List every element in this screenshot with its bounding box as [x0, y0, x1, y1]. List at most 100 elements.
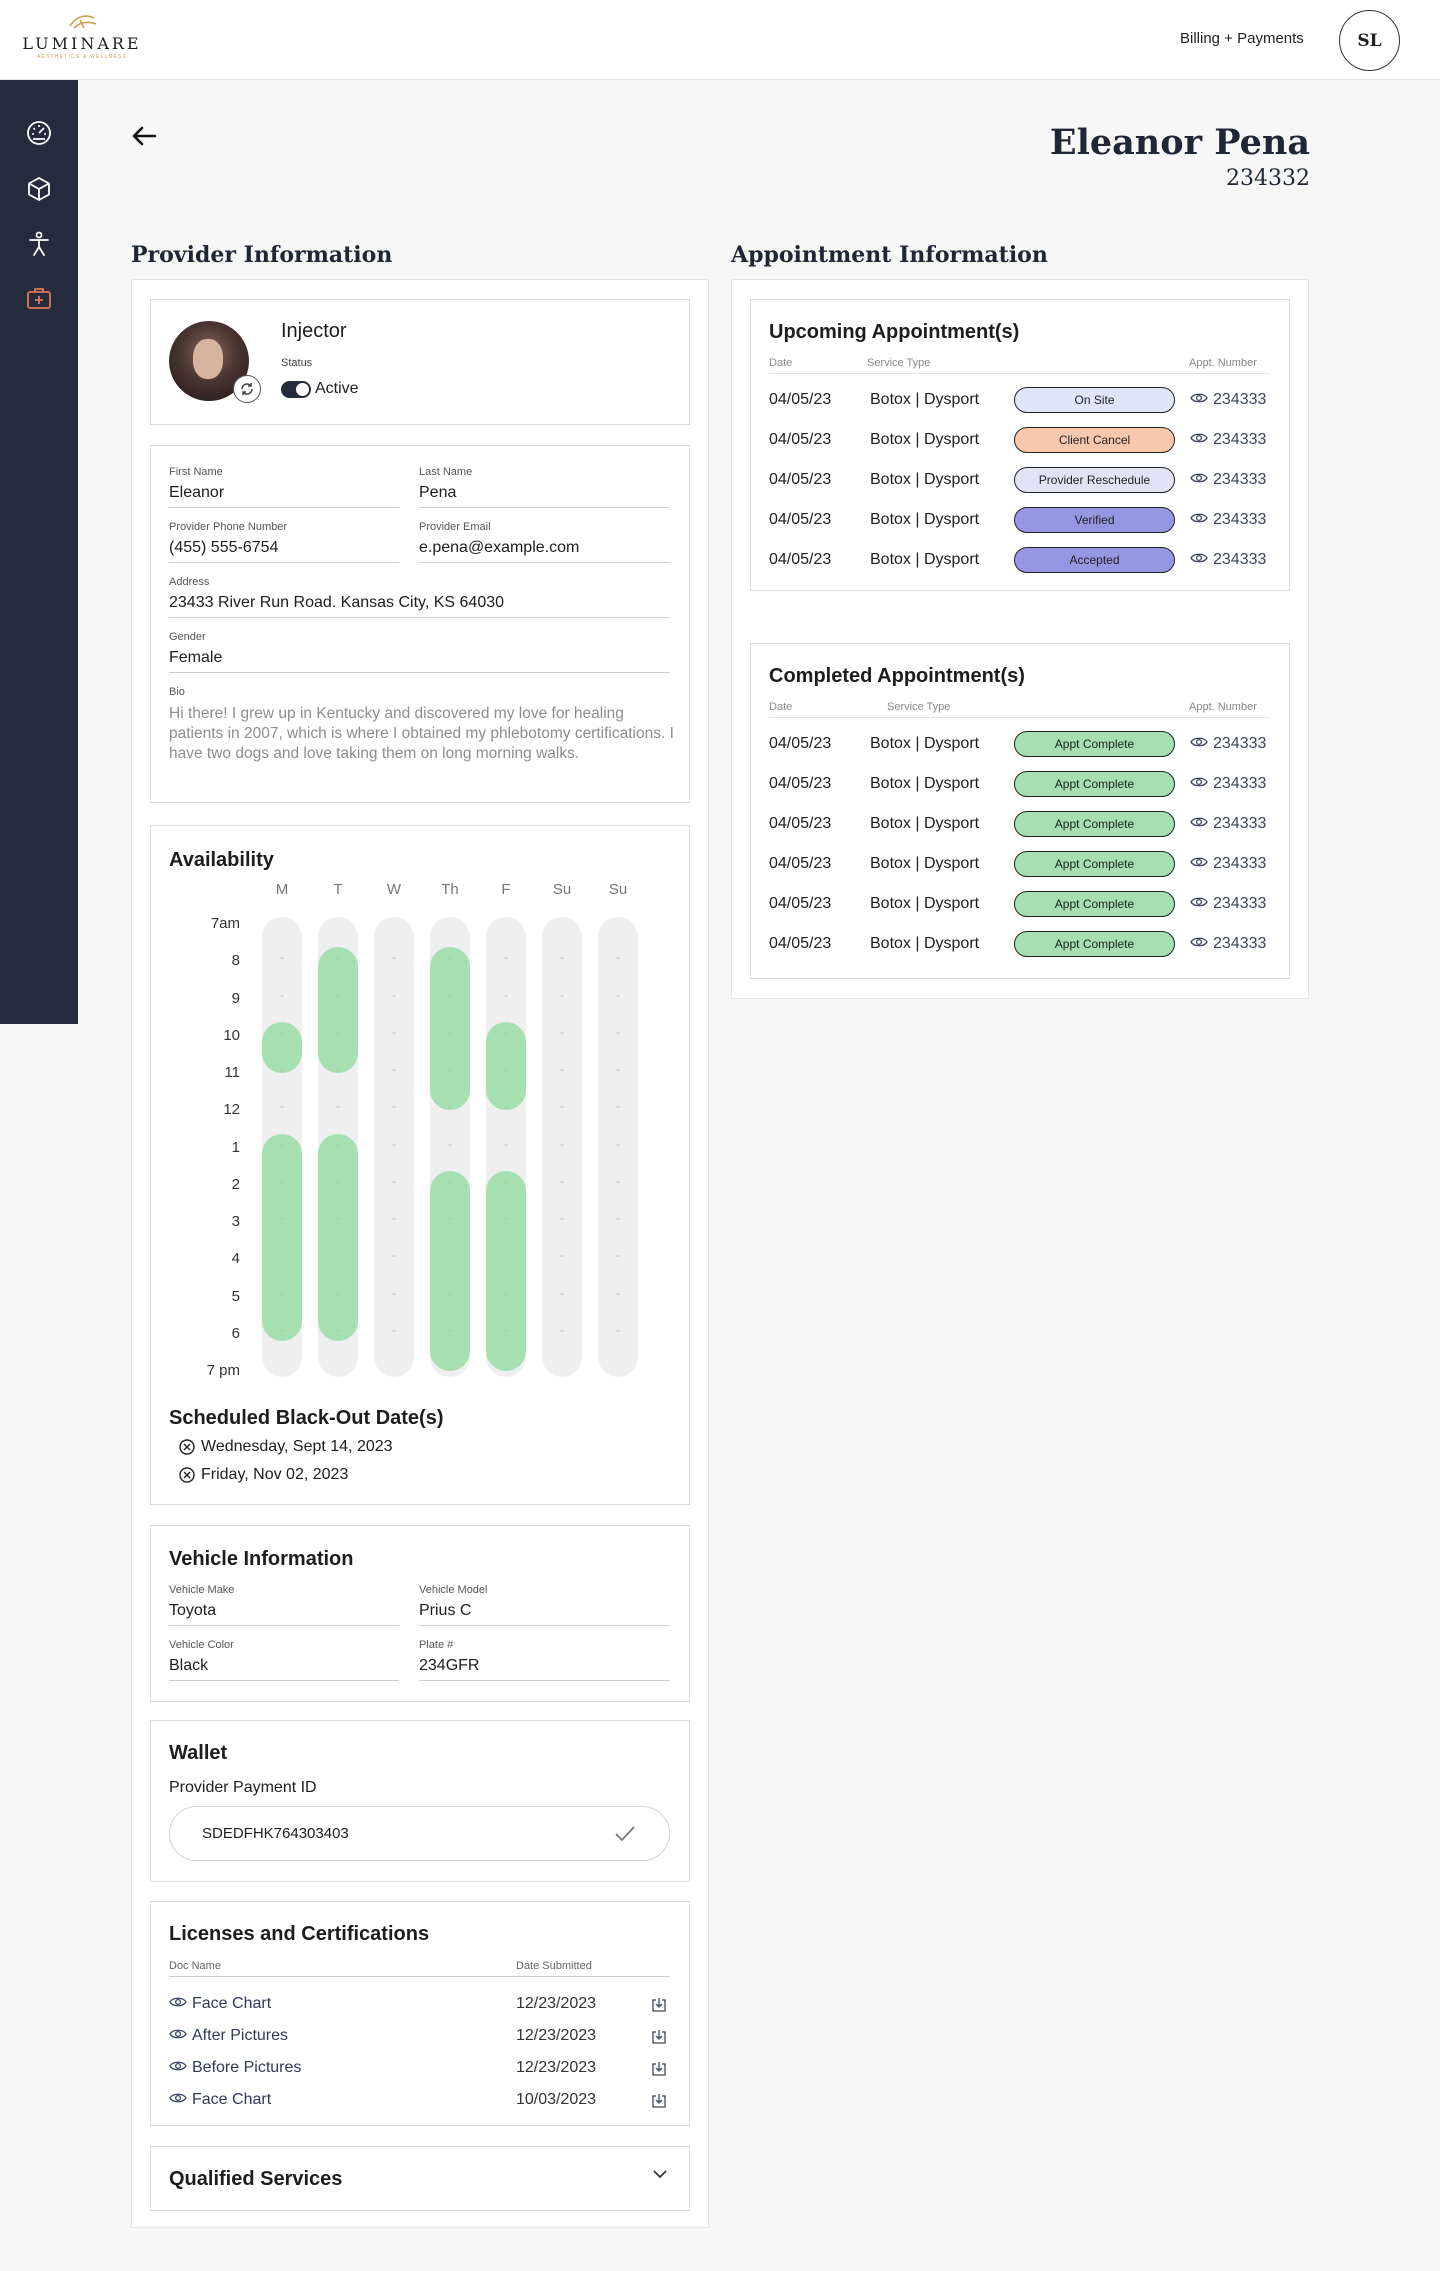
close-circle-icon[interactable] [179, 1467, 195, 1483]
appointment-number-link[interactable]: 234333 [1190, 775, 1266, 793]
appointment-number-link[interactable]: 234333 [1190, 895, 1266, 913]
availability-day-track[interactable]: - - - - - - - - - - - [486, 917, 526, 1377]
availability-block[interactable] [318, 947, 358, 1073]
availability-day-track[interactable]: - - - - - - - - - - - [598, 917, 638, 1377]
appointment-number-link[interactable]: 234333 [1190, 431, 1266, 449]
appointment-number-link[interactable]: 234333 [1190, 471, 1266, 489]
availability-block[interactable] [262, 1133, 302, 1342]
upcoming-number-header: Appt. Number [1189, 357, 1257, 369]
appointment-status-badge[interactable]: Appt Complete [1014, 891, 1175, 917]
payment-id-input[interactable]: SDEDFHK764303403 [169, 1806, 670, 1861]
appointment-status-badge[interactable]: Client Cancel [1014, 427, 1175, 453]
appointment-status-badge[interactable]: Provider Reschedule [1014, 467, 1175, 493]
user-avatar-button[interactable]: SL [1339, 10, 1400, 71]
availability-block[interactable] [430, 947, 470, 1111]
bio-field[interactable]: Hi there! I grew up in Kentucky and disc… [169, 705, 674, 762]
license-doc-link[interactable]: Face Chart [169, 1995, 271, 2013]
appointment-number-link[interactable]: 234333 [1190, 391, 1266, 409]
sync-icon[interactable] [233, 375, 261, 403]
vehicle-color-field[interactable]: Black [169, 1657, 209, 1674]
eye-icon[interactable] [1190, 511, 1208, 529]
back-arrow-icon[interactable] [128, 120, 160, 152]
chevron-down-icon[interactable] [651, 2168, 669, 2180]
download-icon[interactable] [650, 2028, 668, 2046]
eye-icon[interactable] [1190, 775, 1208, 793]
eye-icon[interactable] [169, 1995, 187, 2013]
last-name-field[interactable]: Pena [419, 484, 457, 501]
availability-block[interactable] [486, 1170, 526, 1371]
hour-slot-marker: - [280, 1324, 284, 1337]
eye-icon[interactable] [1190, 735, 1208, 753]
hour-slot-marker: - [560, 1175, 564, 1188]
appointment-service: Botox | Dysport [870, 735, 980, 752]
availability-block[interactable] [486, 1021, 526, 1111]
brand-logo[interactable]: LUMINARE AESTHETICS & WELLNESS [22, 12, 142, 68]
hour-slot-marker: - [448, 1287, 452, 1300]
eye-icon[interactable] [169, 2091, 187, 2109]
appointment-status-badge[interactable]: Accepted [1014, 547, 1175, 573]
hour-slot-marker: - [336, 1101, 340, 1114]
qualified-services-card[interactable] [150, 2146, 690, 2211]
appointment-number-link[interactable]: 234333 [1190, 735, 1266, 753]
eye-icon[interactable] [1190, 815, 1208, 833]
hour-slot-marker: - [560, 952, 564, 965]
availability-day-track[interactable]: - - - - - - - - - - - [430, 917, 470, 1377]
appointment-service: Botox | Dysport [870, 815, 980, 832]
eye-icon[interactable] [1190, 855, 1208, 873]
availability-day-track[interactable]: - - - - - - - - - - - [542, 917, 582, 1377]
appointment-number-link[interactable]: 234333 [1190, 511, 1266, 529]
address-field[interactable]: 23433 River Run Road. Kansas City, KS 64… [169, 594, 505, 611]
close-circle-icon[interactable] [179, 1439, 195, 1455]
download-icon[interactable] [650, 2060, 668, 2078]
plate-field[interactable]: 234GFR [419, 1657, 480, 1674]
appointment-status-badge[interactable]: Appt Complete [1014, 771, 1175, 797]
vehicle-make-field[interactable]: Toyota [169, 1602, 217, 1619]
availability-day-track[interactable]: - - - - - - - - - - - [374, 917, 414, 1377]
download-icon[interactable] [650, 2092, 668, 2110]
license-doc-link[interactable]: Before Pictures [169, 2059, 301, 2077]
license-doc-name: Face Chart [192, 1995, 272, 2012]
availability-day-track[interactable]: - - - - - - - - - - - [262, 917, 302, 1377]
box-icon[interactable] [23, 173, 55, 205]
license-doc-link[interactable]: After Pictures [169, 2027, 288, 2045]
appointment-status-badge[interactable]: Appt Complete [1014, 811, 1175, 837]
availability-block[interactable] [262, 1021, 302, 1073]
email-field[interactable]: e.pena@example.com [419, 539, 580, 556]
availability-block[interactable] [430, 1170, 470, 1371]
billing-payments-link[interactable]: Billing + Payments [1180, 30, 1304, 47]
eye-icon[interactable] [1190, 551, 1208, 569]
gender-field[interactable]: Female [169, 649, 223, 666]
appointment-number-link[interactable]: 234333 [1190, 815, 1266, 833]
eye-icon[interactable] [169, 2059, 187, 2077]
first-name-field[interactable]: Eleanor [169, 484, 225, 501]
eye-icon[interactable] [1190, 431, 1208, 449]
availability-block[interactable] [318, 1133, 358, 1342]
eye-icon[interactable] [1190, 391, 1208, 409]
completed-date-header: Date [769, 701, 793, 713]
status-toggle[interactable] [281, 381, 311, 398]
status-value: Active [315, 380, 359, 397]
vehicle-model-field[interactable]: Prius C [419, 1602, 472, 1619]
person-icon[interactable] [23, 228, 55, 260]
eye-icon[interactable] [169, 2027, 187, 2045]
dashboard-gauge-icon[interactable] [23, 117, 55, 149]
appointment-number-link[interactable]: 234333 [1190, 855, 1266, 873]
availability-day-track[interactable]: - - - - - - - - - - - [318, 917, 358, 1377]
appointment-number-link[interactable]: 234333 [1190, 551, 1266, 569]
eye-icon[interactable] [1190, 895, 1208, 913]
blackout-date-text: Wednesday, Sept 14, 2023 [201, 1438, 393, 1455]
appointment-status-badge[interactable]: Verified [1014, 507, 1175, 533]
eye-icon[interactable] [1190, 935, 1208, 953]
appointment-number-link[interactable]: 234333 [1190, 935, 1266, 953]
medical-kit-icon[interactable] [23, 282, 55, 314]
appointment-status-badge[interactable]: Appt Complete [1014, 931, 1175, 957]
download-icon[interactable] [650, 1996, 668, 2014]
appointment-status-badge[interactable]: Appt Complete [1014, 851, 1175, 877]
hour-slot-marker: - [336, 952, 340, 965]
appointment-service: Botox | Dysport [870, 431, 980, 448]
appointment-status-badge[interactable]: Appt Complete [1014, 731, 1175, 757]
appointment-status-badge[interactable]: On Site [1014, 387, 1175, 413]
license-doc-link[interactable]: Face Chart [169, 2091, 271, 2109]
phone-field[interactable]: (455) 555-6754 [169, 539, 279, 556]
eye-icon[interactable] [1190, 471, 1208, 489]
